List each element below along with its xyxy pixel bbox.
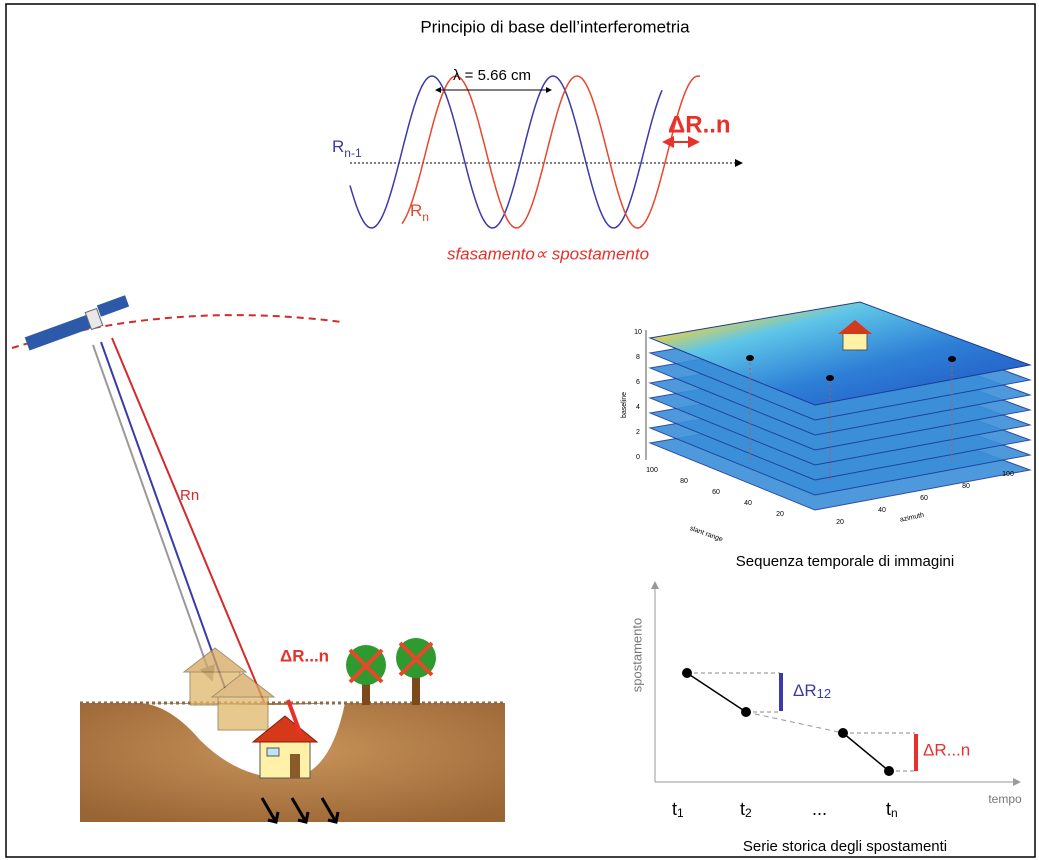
ts-points xyxy=(682,668,894,776)
image-stack xyxy=(648,301,1032,511)
ts-gap xyxy=(745,711,844,734)
y-tick: 40 xyxy=(878,507,886,514)
label-base: t xyxy=(886,799,891,819)
satellite-part xyxy=(84,307,104,331)
z-label: baseline xyxy=(621,392,628,418)
x-tick: 100 xyxy=(646,467,658,474)
diagram-part: 10 8 6 4 2 0 xyxy=(634,329,642,461)
diagram-part: 100 80 60 40 20 xyxy=(646,467,784,518)
y-tick: 60 xyxy=(920,495,928,502)
label-sub: n xyxy=(891,806,898,820)
ts-y-label: spostamento xyxy=(629,618,644,692)
ray-gray xyxy=(92,344,215,682)
time-label: t1 xyxy=(672,799,684,820)
subsidence-arrows-part xyxy=(260,797,280,824)
pixel xyxy=(948,356,956,362)
label-curr: Rn xyxy=(410,201,429,224)
relation: sfasamento∝ spostamento xyxy=(447,244,649,263)
z-tick: 0 xyxy=(636,454,640,461)
label-sub: 12 xyxy=(817,686,831,701)
house-part xyxy=(290,754,300,778)
x-tick: 20 xyxy=(776,511,784,518)
z-tick: 6 xyxy=(636,379,640,386)
x-label: slant range xyxy=(689,525,724,543)
y-tick: 20 xyxy=(836,519,844,526)
diagram-part: 20 40 60 80 100 xyxy=(836,471,1014,526)
delta-bar xyxy=(286,699,304,739)
subsidence-arrows-part xyxy=(290,797,310,824)
ts-delta-first: ΔR12 xyxy=(793,681,831,701)
z-tick: 2 xyxy=(636,429,640,436)
ts-points-part xyxy=(838,728,848,738)
trees-part xyxy=(348,641,434,684)
label-sub: 2 xyxy=(745,806,752,820)
ts-caption: Serie storica degli spostamenti xyxy=(743,838,947,855)
label-prev: Rn-1 xyxy=(332,137,362,160)
y-label: azimuth xyxy=(899,512,925,524)
satellite-part xyxy=(96,295,130,317)
wave-curr xyxy=(401,75,701,229)
orbit xyxy=(11,314,343,349)
trees-part xyxy=(362,680,370,705)
label-base: ΔR xyxy=(793,681,817,700)
frame xyxy=(5,3,1036,858)
stack-house xyxy=(838,320,872,351)
stack-caption: Sequenza temporale di immagini xyxy=(736,553,954,570)
label-sub: n xyxy=(422,210,429,224)
time-label: t2 xyxy=(740,799,752,820)
ts-delta-last: ΔR...n xyxy=(923,740,970,759)
z-tick: 8 xyxy=(636,354,640,361)
z-tick: 4 xyxy=(636,404,640,411)
ray-label: Rn xyxy=(180,487,199,504)
pixel xyxy=(826,375,834,381)
ts-line xyxy=(686,672,747,713)
time-label: tn xyxy=(886,799,898,820)
delta-label: ΔR..n xyxy=(668,111,731,138)
x-tick: 40 xyxy=(744,500,752,507)
label-base: R xyxy=(332,137,344,156)
x-tick: 80 xyxy=(680,478,688,485)
satellite-part xyxy=(24,313,96,351)
ts-line xyxy=(842,732,890,772)
ts-points-part xyxy=(741,707,751,717)
diagram-part: t1 t2... tn xyxy=(672,799,898,820)
image-layer xyxy=(648,301,1032,406)
label-sub: n-1 xyxy=(344,146,362,160)
scene-delta: ΔR...n xyxy=(280,646,329,665)
time-label: ... xyxy=(812,799,827,819)
trees-part xyxy=(412,675,420,705)
label-sub: 1 xyxy=(677,806,684,820)
ts-points-part xyxy=(682,668,692,678)
old-houses xyxy=(182,647,276,731)
z-tick: 10 xyxy=(634,329,642,336)
pixel xyxy=(746,355,754,361)
satellite xyxy=(24,295,130,351)
ray-red xyxy=(111,337,283,746)
subsidence-arrows-part xyxy=(320,797,340,824)
y-tick: 100 xyxy=(1002,471,1014,478)
old-houses-part xyxy=(217,694,269,731)
old-houses-part xyxy=(182,647,248,673)
house-part xyxy=(266,747,280,757)
trees xyxy=(346,638,436,705)
subsidence-arrows xyxy=(260,797,340,824)
ts-points-part xyxy=(884,766,894,776)
stack-house-part xyxy=(842,331,868,351)
wave-prev xyxy=(349,75,663,229)
old-houses-part xyxy=(210,672,276,698)
x-tick: 60 xyxy=(712,489,720,496)
label-base: t xyxy=(672,799,677,819)
stack-house-part xyxy=(838,320,872,334)
wavelength-label: λ = 5.66 cm xyxy=(453,67,531,84)
label-base: ... xyxy=(812,799,827,819)
ray-blue xyxy=(100,341,226,689)
label-base: t xyxy=(740,799,745,819)
house-part xyxy=(259,739,311,779)
label-base: R xyxy=(410,201,422,220)
title: Principio di base dell’interferometria xyxy=(420,17,690,36)
ts-guides xyxy=(687,672,915,772)
ts-x-label: tempo xyxy=(988,792,1022,806)
y-tick: 80 xyxy=(962,483,970,490)
